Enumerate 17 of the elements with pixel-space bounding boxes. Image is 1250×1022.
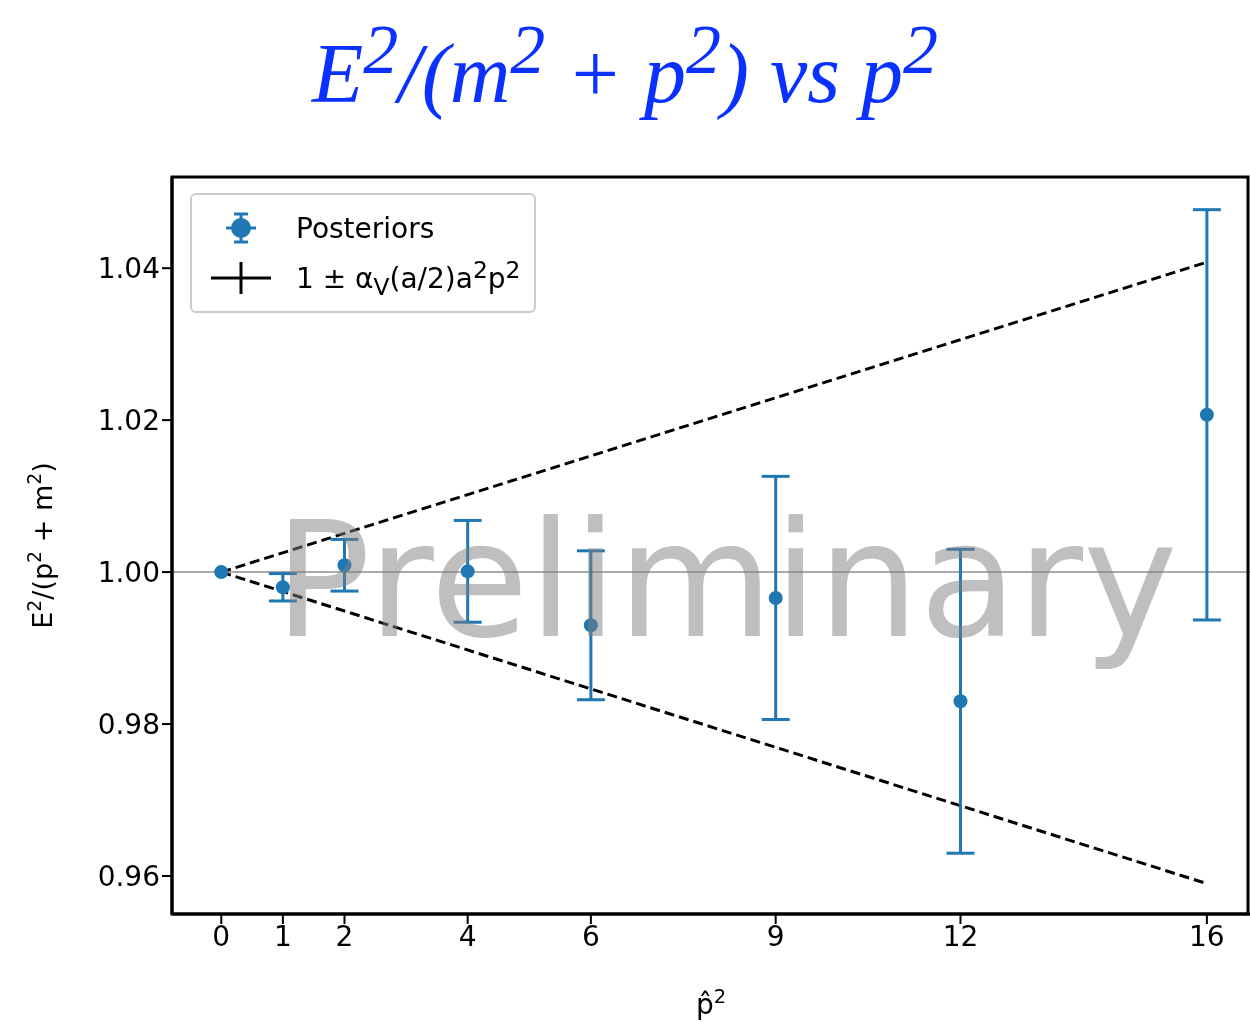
x-tick-label: 4 <box>458 919 477 953</box>
x-tick-label: 9 <box>766 919 785 953</box>
x-tick-label: 12 <box>942 919 979 953</box>
y-tick-label: 1.04 <box>97 252 160 286</box>
x-tick-label: 0 <box>212 919 231 953</box>
y-tick-label: 0.96 <box>97 859 160 893</box>
x-tick-label: 6 <box>581 919 600 953</box>
x-tick-label: 1 <box>273 919 292 953</box>
y-tick-label: 0.98 <box>97 707 160 741</box>
x-tick-label: 2 <box>335 919 354 953</box>
y-tick-label: 1.02 <box>97 404 160 438</box>
y-tick-label: 1.00 <box>97 556 160 590</box>
legend-label: 1 ± α$_{V}$(a/2)a$^{2}$p$^{2}$ <box>296 255 521 301</box>
legend-label: Posteriors <box>296 211 435 245</box>
chart-title: E$^{2}$/(m$^{2}$ + p$^{2}$) vs p$^{2}$ <box>310 10 939 122</box>
x-axis-title: p̂$^{2}$ <box>695 984 727 1021</box>
x-tick-label: 16 <box>1189 919 1225 953</box>
